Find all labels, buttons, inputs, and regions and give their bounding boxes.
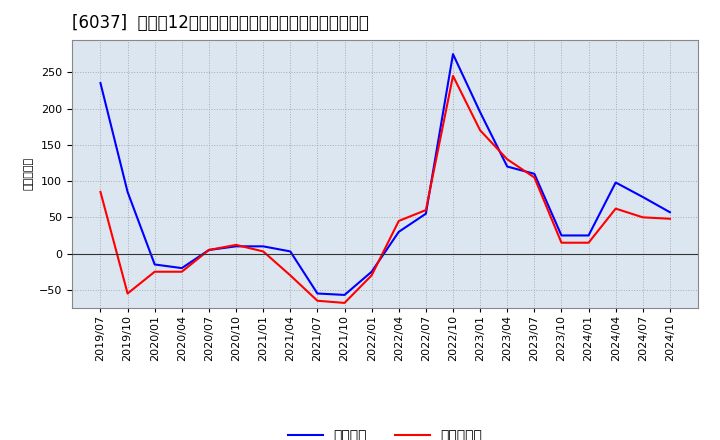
経常利益: [96, 81, 105, 86]
経常利益: [123, 189, 132, 194]
経常利益: [341, 292, 349, 297]
経常利益: [665, 209, 674, 215]
経常利益: [367, 269, 376, 275]
当期純利益: [665, 216, 674, 221]
経常利益: [421, 211, 430, 216]
当期純利益: [476, 128, 485, 133]
当期純利益: [395, 218, 403, 224]
当期純利益: [96, 189, 105, 194]
当期純利益: [204, 247, 213, 253]
経常利益: [150, 262, 159, 267]
経常利益: [611, 180, 620, 185]
経常利益: [395, 229, 403, 235]
経常利益: [449, 51, 457, 57]
当期純利益: [367, 273, 376, 278]
経常利益: [584, 233, 593, 238]
当期純利益: [286, 273, 294, 278]
経常利益: [232, 244, 240, 249]
当期純利益: [150, 269, 159, 275]
当期純利益: [259, 249, 268, 254]
当期純利益: [449, 73, 457, 78]
経常利益: [178, 265, 186, 271]
経常利益: [530, 171, 539, 176]
Text: [6037]  利益だ12か月移動合計の対前年同期増減額の推移: [6037] 利益だ12か月移動合計の対前年同期増減額の推移: [72, 15, 369, 33]
経常利益: [476, 110, 485, 115]
当期純利益: [421, 207, 430, 213]
Legend: 経常利益, 当期純利益: 経常利益, 当期純利益: [282, 424, 488, 440]
当期純利益: [557, 240, 566, 246]
当期純利益: [178, 269, 186, 275]
当期純利益: [341, 300, 349, 305]
当期純利益: [530, 175, 539, 180]
経常利益: [204, 247, 213, 253]
経常利益: [557, 233, 566, 238]
Y-axis label: （百万円）: （百万円）: [23, 157, 33, 191]
当期純利益: [313, 298, 322, 304]
当期純利益: [639, 215, 647, 220]
当期純利益: [232, 242, 240, 248]
経常利益: [286, 249, 294, 254]
経常利益: [639, 194, 647, 200]
経常利益: [313, 291, 322, 296]
経常利益: [259, 244, 268, 249]
当期純利益: [584, 240, 593, 246]
Line: 当期純利益: 当期純利益: [101, 76, 670, 303]
経常利益: [503, 164, 511, 169]
Line: 経常利益: 経常利益: [101, 54, 670, 295]
当期純利益: [503, 157, 511, 162]
当期純利益: [123, 291, 132, 296]
当期純利益: [611, 206, 620, 211]
